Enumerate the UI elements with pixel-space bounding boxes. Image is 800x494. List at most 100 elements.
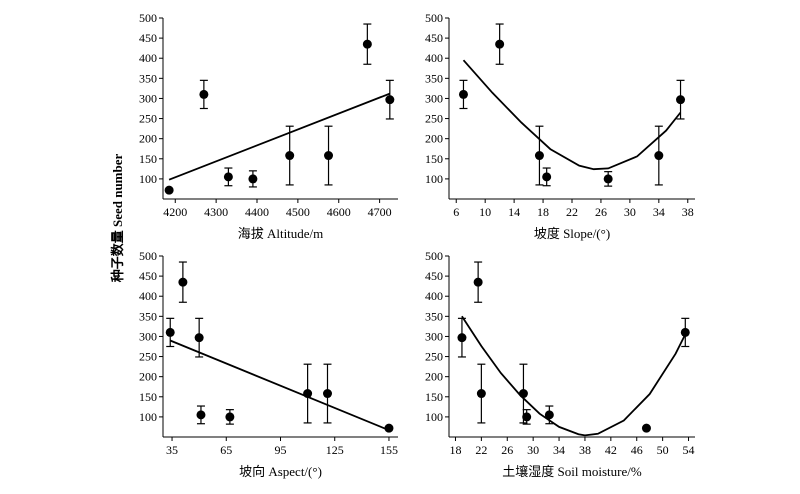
chart-3-x-tick-label: 125: [326, 443, 344, 457]
chart-3-point: [165, 327, 175, 337]
chart-4-point: [473, 277, 483, 287]
chart-3-x-tick-label: 65: [220, 443, 232, 457]
chart-1-x-axis-label: 海拔 Altitude/m: [238, 226, 324, 241]
shared-y-axis-label: 种子数量 Seed number: [110, 153, 125, 283]
chart-1-point: [248, 174, 258, 184]
chart-4-x-tick-label: 46: [631, 443, 643, 457]
chart-3-point: [303, 389, 313, 399]
chart-1-point: [385, 95, 395, 105]
chart-4-y-tick-label: 300: [425, 329, 443, 343]
chart-1-x-tick-label: 4200: [163, 205, 187, 219]
chart-4-x-tick-label: 38: [579, 443, 591, 457]
chart-2-x-tick-label: 10: [479, 205, 491, 219]
chart-1-y-tick-label: 450: [139, 31, 157, 45]
chart-2: 100 150 200 250 300 350 400 450 500 6 10 14 18 22 26 30…: [425, 11, 695, 241]
chart-1-y-tick-label: 100: [139, 172, 157, 186]
chart-2-x-tick-label: 18: [537, 205, 549, 219]
chart-2-point: [542, 172, 552, 182]
chart-1-y-tick-label: 400: [139, 51, 157, 65]
chart-1-x-tick-label: 4600: [327, 205, 351, 219]
chart-2-point: [495, 39, 505, 49]
chart-2-x-tick-label: 30: [624, 205, 636, 219]
chart-3-y-tick-label: 300: [139, 329, 157, 343]
chart-4-x-tick-label: 26: [501, 443, 513, 457]
chart-3-x-tick-label: 35: [166, 443, 178, 457]
chart-2-y-tick-label: 450: [425, 31, 443, 45]
chart-4-y-tick-label: 250: [425, 350, 443, 364]
chart-3-point: [194, 333, 204, 343]
chart-1-y-tick-label: 300: [139, 91, 157, 105]
chart-3-x-tick-label: 95: [275, 443, 287, 457]
chart-2-x-tick-label: 34: [653, 205, 665, 219]
chart-4-point: [476, 389, 486, 399]
chart-1-y-tick-label: 250: [139, 112, 157, 126]
chart-4-y-tick-label: 400: [425, 289, 443, 303]
chart-1-fit-line: [168, 92, 391, 181]
chart-3-y-tick-label: 500: [139, 249, 157, 263]
chart-3-point: [384, 423, 394, 433]
chart-1-y-tick-label: 500: [139, 11, 157, 25]
chart-2-point: [654, 151, 664, 161]
chart-3-y-tick-label: 100: [139, 410, 157, 424]
chart-2-x-tick-label: 6: [453, 205, 459, 219]
chart-1-point: [199, 89, 209, 99]
chart-3-y-tick-label: 450: [139, 269, 157, 283]
chart-3-y-tick-label: 400: [139, 289, 157, 303]
chart-1-x-tick-label: 4300: [204, 205, 228, 219]
chart-4-x-tick-label: 34: [553, 443, 565, 457]
chart-2-x-tick-label: 22: [566, 205, 578, 219]
chart-2-x-axis-label: 坡度 Slope/(°): [534, 226, 610, 241]
chart-4-x-tick-label: 18: [449, 443, 461, 457]
chart-2-y-tick-label: 100: [425, 172, 443, 186]
chart-2-y-tick-label: 250: [425, 112, 443, 126]
chart-4-fit-line: [461, 315, 687, 437]
chart-1-point: [362, 39, 372, 49]
chart-3-y-tick-label: 200: [139, 370, 157, 384]
chart-1-x-tick-label: 4500: [286, 205, 310, 219]
chart-3-point: [323, 389, 332, 399]
chart-2-y-tick-label: 400: [425, 51, 443, 65]
chart-1-y-tick-label: 350: [139, 71, 157, 85]
chart-4-y-tick-label: 150: [425, 390, 443, 404]
chart-1: 100 150 200 250 300 350 400 450 500 4200 4300 4400 4…: [139, 11, 398, 241]
chart-4-x-tick-label: 22: [475, 443, 487, 457]
chart-4-x-tick-label: 54: [683, 443, 695, 457]
chart-2-x-tick-label: 26: [595, 205, 607, 219]
chart-3-point: [225, 412, 235, 422]
chart-2-point: [458, 89, 468, 99]
chart-3: 100 150 200 250 300 350 400 450 500 35 65 95 125 155 坡…: [139, 249, 398, 479]
chart-2-point: [676, 95, 686, 105]
chart-4-y-tick-label: 100: [425, 410, 443, 424]
chart-4-y-tick-label: 200: [425, 370, 443, 384]
chart-2-y-tick-label: 150: [425, 152, 443, 166]
chart-4-point: [457, 333, 467, 343]
chart-4-x-tick-label: 42: [605, 443, 617, 457]
chart-2-y-tick-label: 300: [425, 91, 443, 105]
chart-2-y-tick-label: 200: [425, 132, 443, 146]
chart-1-x-tick-label: 4400: [245, 205, 269, 219]
chart-3-y-tick-label: 350: [139, 309, 157, 323]
chart-3-point: [178, 277, 188, 287]
chart-4-point: [518, 389, 528, 399]
chart-4-y-tick-label: 500: [425, 249, 443, 263]
chart-1-x-tick-label: 4700: [368, 205, 392, 219]
chart-4-x-tick-label: 50: [657, 443, 669, 457]
chart-1-y-tick-label: 150: [139, 152, 157, 166]
chart-4-point: [641, 423, 651, 433]
chart-3-y-tick-label: 150: [139, 390, 157, 404]
chart-4-x-axis-label: 土壤湿度 Soil moisture/%: [502, 464, 642, 479]
chart-2-point: [534, 151, 544, 161]
chart-4-point: [544, 410, 554, 420]
chart-2-x-tick-label: 38: [682, 205, 694, 219]
chart-2-point: [603, 174, 613, 184]
chart-2-x-tick-label: 14: [508, 205, 520, 219]
chart-3-point: [196, 410, 206, 420]
chart-4-point: [680, 327, 690, 337]
chart-2-y-tick-label: 500: [425, 11, 443, 25]
chart-2-fit-line: [462, 59, 682, 171]
chart-1-point: [223, 172, 233, 182]
chart-4-point: [522, 412, 532, 422]
chart-4-y-tick-label: 350: [425, 309, 443, 323]
chart-4-x-tick-label: 30: [527, 443, 539, 457]
